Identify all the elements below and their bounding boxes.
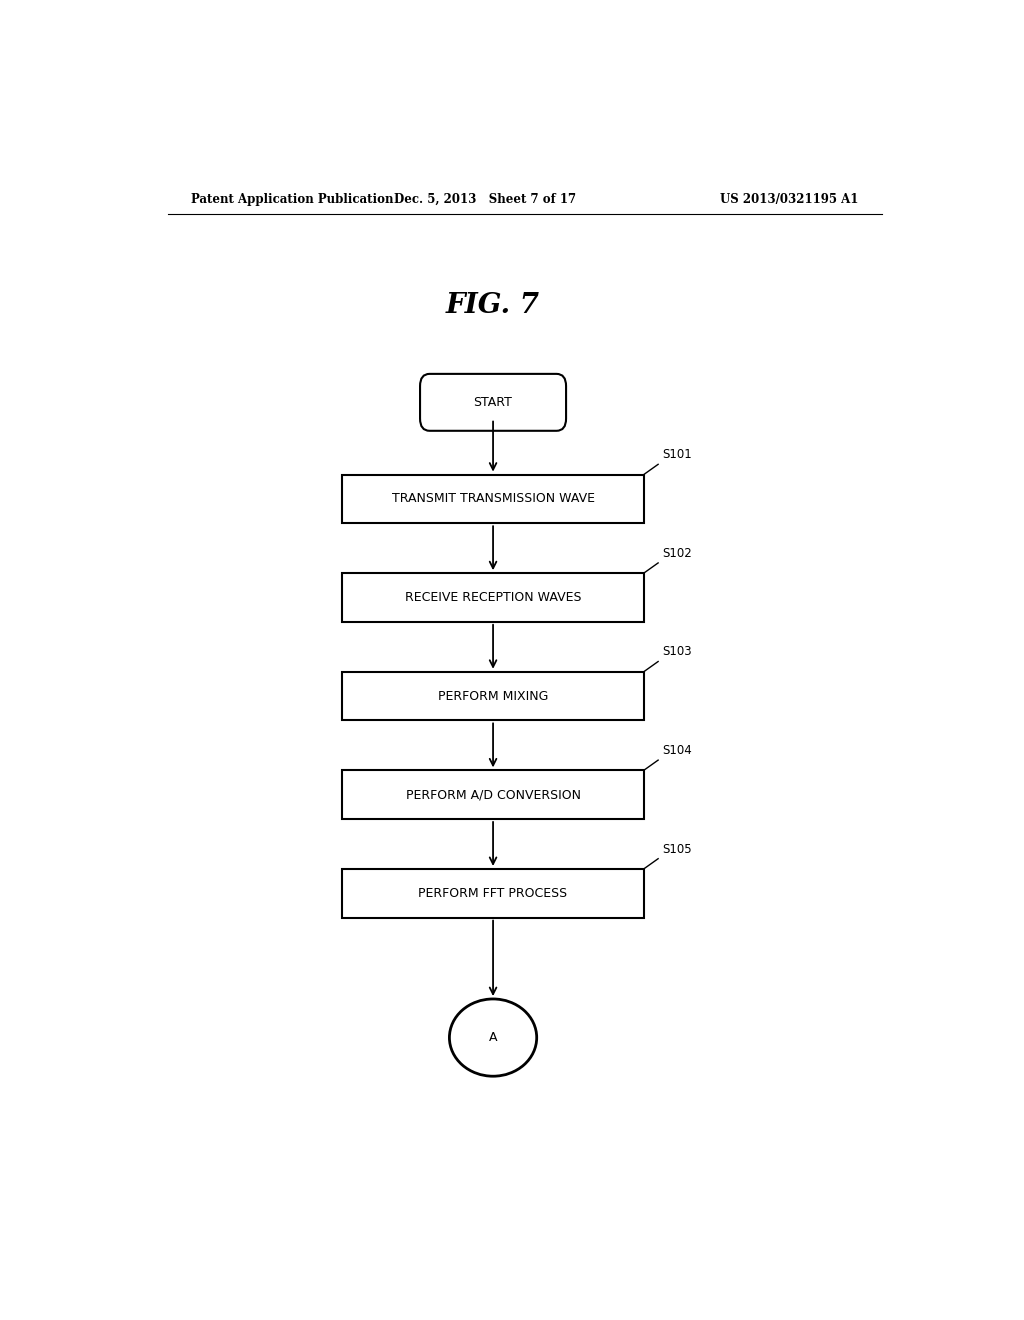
FancyBboxPatch shape bbox=[342, 771, 644, 818]
FancyBboxPatch shape bbox=[342, 474, 644, 523]
FancyBboxPatch shape bbox=[342, 573, 644, 622]
Text: S103: S103 bbox=[663, 645, 692, 659]
Text: S102: S102 bbox=[663, 546, 692, 560]
Text: PERFORM A/D CONVERSION: PERFORM A/D CONVERSION bbox=[406, 788, 581, 801]
FancyBboxPatch shape bbox=[342, 869, 644, 917]
Text: Dec. 5, 2013   Sheet 7 of 17: Dec. 5, 2013 Sheet 7 of 17 bbox=[394, 193, 577, 206]
Text: RECEIVE RECEPTION WAVES: RECEIVE RECEPTION WAVES bbox=[404, 591, 582, 605]
Text: S101: S101 bbox=[663, 449, 692, 461]
Text: S105: S105 bbox=[663, 842, 692, 855]
Text: A: A bbox=[488, 1031, 498, 1044]
Text: START: START bbox=[474, 396, 512, 409]
Text: PERFORM FFT PROCESS: PERFORM FFT PROCESS bbox=[419, 887, 567, 900]
Text: Patent Application Publication: Patent Application Publication bbox=[191, 193, 394, 206]
Ellipse shape bbox=[450, 999, 537, 1076]
FancyBboxPatch shape bbox=[420, 374, 566, 430]
FancyBboxPatch shape bbox=[342, 672, 644, 721]
Text: FIG. 7: FIG. 7 bbox=[446, 292, 540, 319]
Text: S104: S104 bbox=[663, 744, 692, 758]
Text: US 2013/0321195 A1: US 2013/0321195 A1 bbox=[720, 193, 858, 206]
Text: TRANSMIT TRANSMISSION WAVE: TRANSMIT TRANSMISSION WAVE bbox=[391, 492, 595, 506]
Text: PERFORM MIXING: PERFORM MIXING bbox=[438, 689, 548, 702]
